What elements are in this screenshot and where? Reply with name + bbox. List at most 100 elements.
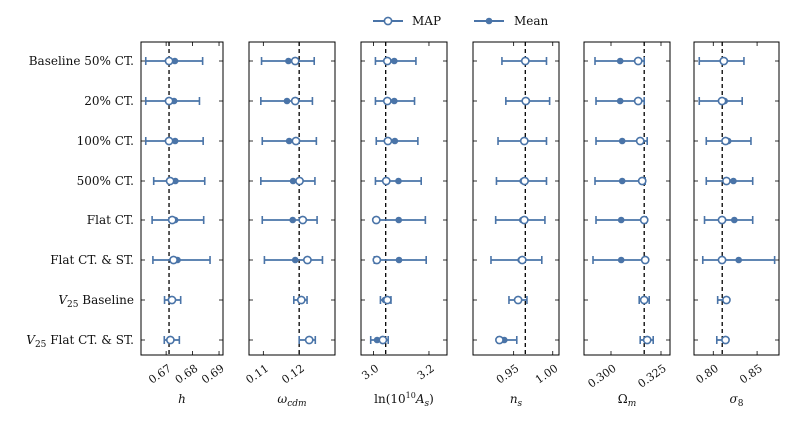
map-point bbox=[167, 295, 177, 305]
x-tick-label: 0.68 bbox=[173, 362, 201, 387]
map-point bbox=[169, 255, 178, 265]
map-point bbox=[382, 56, 392, 66]
panel-frame bbox=[693, 41, 780, 356]
panel-sigma_8: 0.80 0.85 σ8 bbox=[693, 41, 780, 409]
map-point bbox=[382, 295, 392, 305]
map-point bbox=[517, 255, 527, 265]
map-point bbox=[520, 56, 530, 66]
map-point bbox=[165, 176, 175, 186]
map-point bbox=[520, 176, 529, 186]
x-tick-label: 0.12 bbox=[279, 362, 307, 387]
map-point bbox=[372, 255, 382, 265]
legend-mean-marker bbox=[485, 17, 493, 25]
row-label: Baseline 50% CT. bbox=[29, 54, 134, 68]
x-tick-label: 1.00 bbox=[533, 362, 561, 387]
x-tick-label: 0.11 bbox=[244, 362, 272, 387]
legend: MAP Mean bbox=[373, 14, 549, 28]
map-point bbox=[640, 255, 650, 265]
mean-point bbox=[395, 216, 403, 224]
map-point bbox=[290, 56, 300, 66]
x-tick-label: 0.67 bbox=[146, 362, 174, 387]
x-tick-label: 3.0 bbox=[359, 362, 381, 383]
legend-map-label: MAP bbox=[412, 14, 441, 28]
panels: 0.670.680.69 h 0.11 0.12 ωcdm 3.0 3.2 ln(1010As… bbox=[140, 41, 780, 409]
map-point bbox=[719, 56, 729, 66]
map-point bbox=[164, 136, 174, 146]
legend-map-marker bbox=[383, 16, 393, 26]
map-point bbox=[371, 215, 381, 225]
row-label: 100% CT. bbox=[77, 134, 134, 148]
legend-mean-label: Mean bbox=[514, 14, 549, 28]
map-point bbox=[519, 215, 529, 225]
map-point bbox=[717, 255, 727, 265]
panel-omega_cdm: 0.11 0.12 ωcdm bbox=[244, 41, 336, 409]
row-label: Flat CT. & ST. bbox=[50, 253, 134, 267]
map-point bbox=[519, 136, 529, 146]
panel-frame bbox=[248, 41, 336, 356]
panel-n_s: 0.95 1.00 ns bbox=[472, 41, 561, 409]
panel-ln10As: 3.0 3.2 ln(1010As) bbox=[359, 41, 448, 409]
map-point bbox=[298, 215, 308, 225]
mean-point bbox=[390, 97, 398, 105]
map-point bbox=[639, 295, 649, 305]
x-tick-label: 0.95 bbox=[494, 362, 522, 387]
map-point bbox=[721, 335, 730, 345]
map-point bbox=[635, 136, 645, 146]
mean-point bbox=[731, 216, 738, 224]
x-tick-label: 3.2 bbox=[415, 362, 437, 383]
map-point bbox=[717, 96, 727, 106]
map-point bbox=[383, 136, 393, 146]
row-label: V25 Baseline bbox=[58, 293, 134, 310]
map-point bbox=[167, 215, 177, 225]
x-tick-label: 0.325 bbox=[635, 362, 668, 391]
mean-point bbox=[618, 137, 626, 145]
row-label: 500% CT. bbox=[77, 174, 134, 188]
mean-point bbox=[735, 256, 742, 264]
mean-point bbox=[283, 97, 291, 105]
map-point bbox=[721, 136, 730, 146]
map-point bbox=[290, 96, 300, 106]
mean-point bbox=[618, 177, 626, 185]
map-point bbox=[513, 295, 523, 305]
map-point bbox=[642, 335, 652, 345]
map-point bbox=[521, 96, 531, 106]
map-point bbox=[164, 96, 174, 106]
map-point bbox=[378, 335, 388, 345]
map-point bbox=[164, 56, 174, 66]
map-point bbox=[381, 176, 391, 186]
mean-point bbox=[285, 57, 292, 65]
axis-label: ns bbox=[510, 392, 523, 409]
axis-label: ln(1010As) bbox=[374, 391, 434, 409]
panel-h: 0.670.680.69 h bbox=[140, 41, 227, 406]
mean-point bbox=[395, 177, 402, 185]
panel-frame bbox=[472, 41, 560, 356]
row-label: Flat CT. bbox=[87, 213, 134, 227]
mean-point bbox=[391, 137, 399, 145]
map-point bbox=[291, 136, 301, 146]
map-point bbox=[722, 295, 731, 305]
map-point bbox=[296, 295, 306, 305]
axis-label: h bbox=[178, 392, 186, 406]
map-point bbox=[303, 255, 312, 265]
map-point bbox=[637, 176, 647, 186]
panel-frame bbox=[140, 41, 224, 356]
mean-point bbox=[289, 177, 297, 185]
map-point bbox=[495, 335, 504, 345]
mean-point bbox=[616, 57, 624, 65]
mean-point bbox=[616, 97, 624, 105]
x-tick-label: 0.80 bbox=[693, 362, 721, 387]
row-label: V25 Flat CT. & ST. bbox=[26, 333, 134, 350]
axis-label: σ8 bbox=[730, 392, 744, 409]
map-point bbox=[639, 215, 649, 225]
map-point bbox=[717, 215, 727, 225]
map-point bbox=[382, 96, 392, 106]
row-labels: Baseline 50% CT. 20% CT. 100% CT. 500% CT. F… bbox=[26, 54, 134, 350]
mean-point bbox=[730, 177, 737, 185]
map-point bbox=[633, 96, 643, 106]
mean-point bbox=[285, 137, 293, 145]
panel-frame bbox=[360, 41, 448, 356]
map-point bbox=[633, 56, 643, 66]
map-point bbox=[304, 335, 314, 345]
